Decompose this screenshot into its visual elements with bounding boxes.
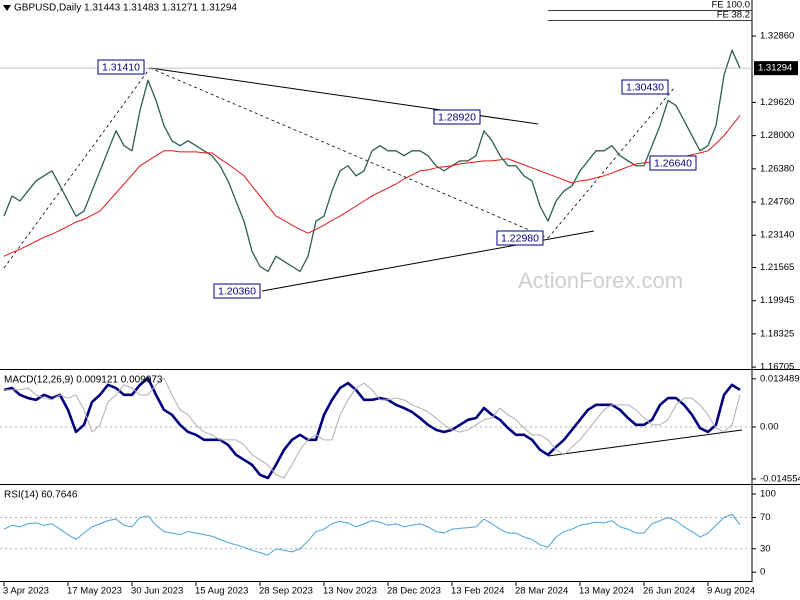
x-tick-label: 17 May 2023: [67, 586, 122, 597]
y-tick-label: 100: [760, 489, 776, 500]
fe-label: FE 100.0: [711, 0, 750, 11]
x-tick-label: 3 Apr 2023: [3, 586, 49, 597]
trend-line: [149, 67, 549, 239]
y-tick-label: 0: [760, 567, 765, 578]
annotation: 1.30430: [626, 81, 664, 93]
x-tick-label: 13 Nov 2023: [323, 586, 377, 597]
last-price-label: 1.31294: [758, 63, 792, 74]
x-tick-label: 26 Jun 2024: [643, 586, 695, 597]
y-tick-label: 0.013489: [760, 373, 800, 384]
x-tick-label: 30 Jun 2023: [131, 586, 183, 597]
x-tick-label: 28 Mar 2024: [515, 586, 568, 597]
series-line: [3, 376, 741, 480]
y-tick-label: 1.16705: [760, 362, 794, 373]
y-tick-label: 30: [760, 543, 771, 554]
y-tick-label: 1.26380: [760, 163, 794, 174]
trend-line: [3, 67, 151, 269]
x-tick-label: 28 Dec 2023: [387, 586, 441, 597]
y-tick-label: 1.24760: [760, 197, 794, 208]
y-tick-label: 1.28000: [760, 130, 794, 141]
fe-label: FE 38.2: [717, 10, 750, 21]
annotation-box: [97, 59, 145, 75]
x-tick-label: 13 May 2024: [579, 586, 634, 597]
x-tick-label: 28 Sep 2023: [259, 586, 313, 597]
panel-title: RSI(14) 60.7646: [4, 490, 78, 501]
title-icon: [3, 5, 11, 11]
annotation-box: [213, 283, 261, 299]
y-tick-label: 1.18325: [760, 328, 794, 339]
y-tick-label: 1.23140: [760, 230, 794, 241]
trend-line: [547, 429, 743, 457]
panel-title: GBPUSD,Daily 1.31443 1.31483 1.31271 1.3…: [14, 3, 237, 14]
x-tick-label: 15 Aug 2023: [195, 586, 248, 597]
annotation-box: [496, 230, 544, 246]
watermark: ActionForex.com: [518, 268, 683, 293]
annotation-box: [649, 155, 697, 171]
annotation: 1.31410: [102, 61, 140, 73]
y-tick-label: 1.19945: [760, 295, 794, 306]
series-line: [3, 49, 741, 273]
annotation-box: [433, 109, 481, 125]
annotation-box: [621, 79, 669, 95]
plots: [0, 49, 752, 556]
x-tick-label: 13 Feb 2024: [451, 586, 504, 597]
y-tick-label: 0.00: [760, 421, 779, 432]
y-tick-label: 70: [760, 512, 771, 523]
annotation: 1.20360: [218, 285, 256, 297]
series-line: [3, 513, 741, 556]
annotation: 1.22980: [501, 232, 539, 244]
series-line: [3, 115, 741, 257]
trend-line: [547, 86, 676, 239]
x-tick-label: 9 Aug 2024: [707, 586, 755, 597]
y-tick-label: -0.014554: [760, 473, 800, 484]
y-tick-label: 1.29620: [760, 97, 794, 108]
y-tick-label: 1.21565: [760, 262, 794, 273]
last-price-box: [754, 61, 798, 76]
y-tick-label: 1.32860: [760, 31, 794, 42]
annotation: 1.26640: [654, 157, 692, 169]
panel-title: MACD(12,26,9) 0.009121 0.009073: [4, 375, 163, 386]
annotation: 1.28920: [438, 111, 476, 123]
series-line: [4, 377, 741, 479]
